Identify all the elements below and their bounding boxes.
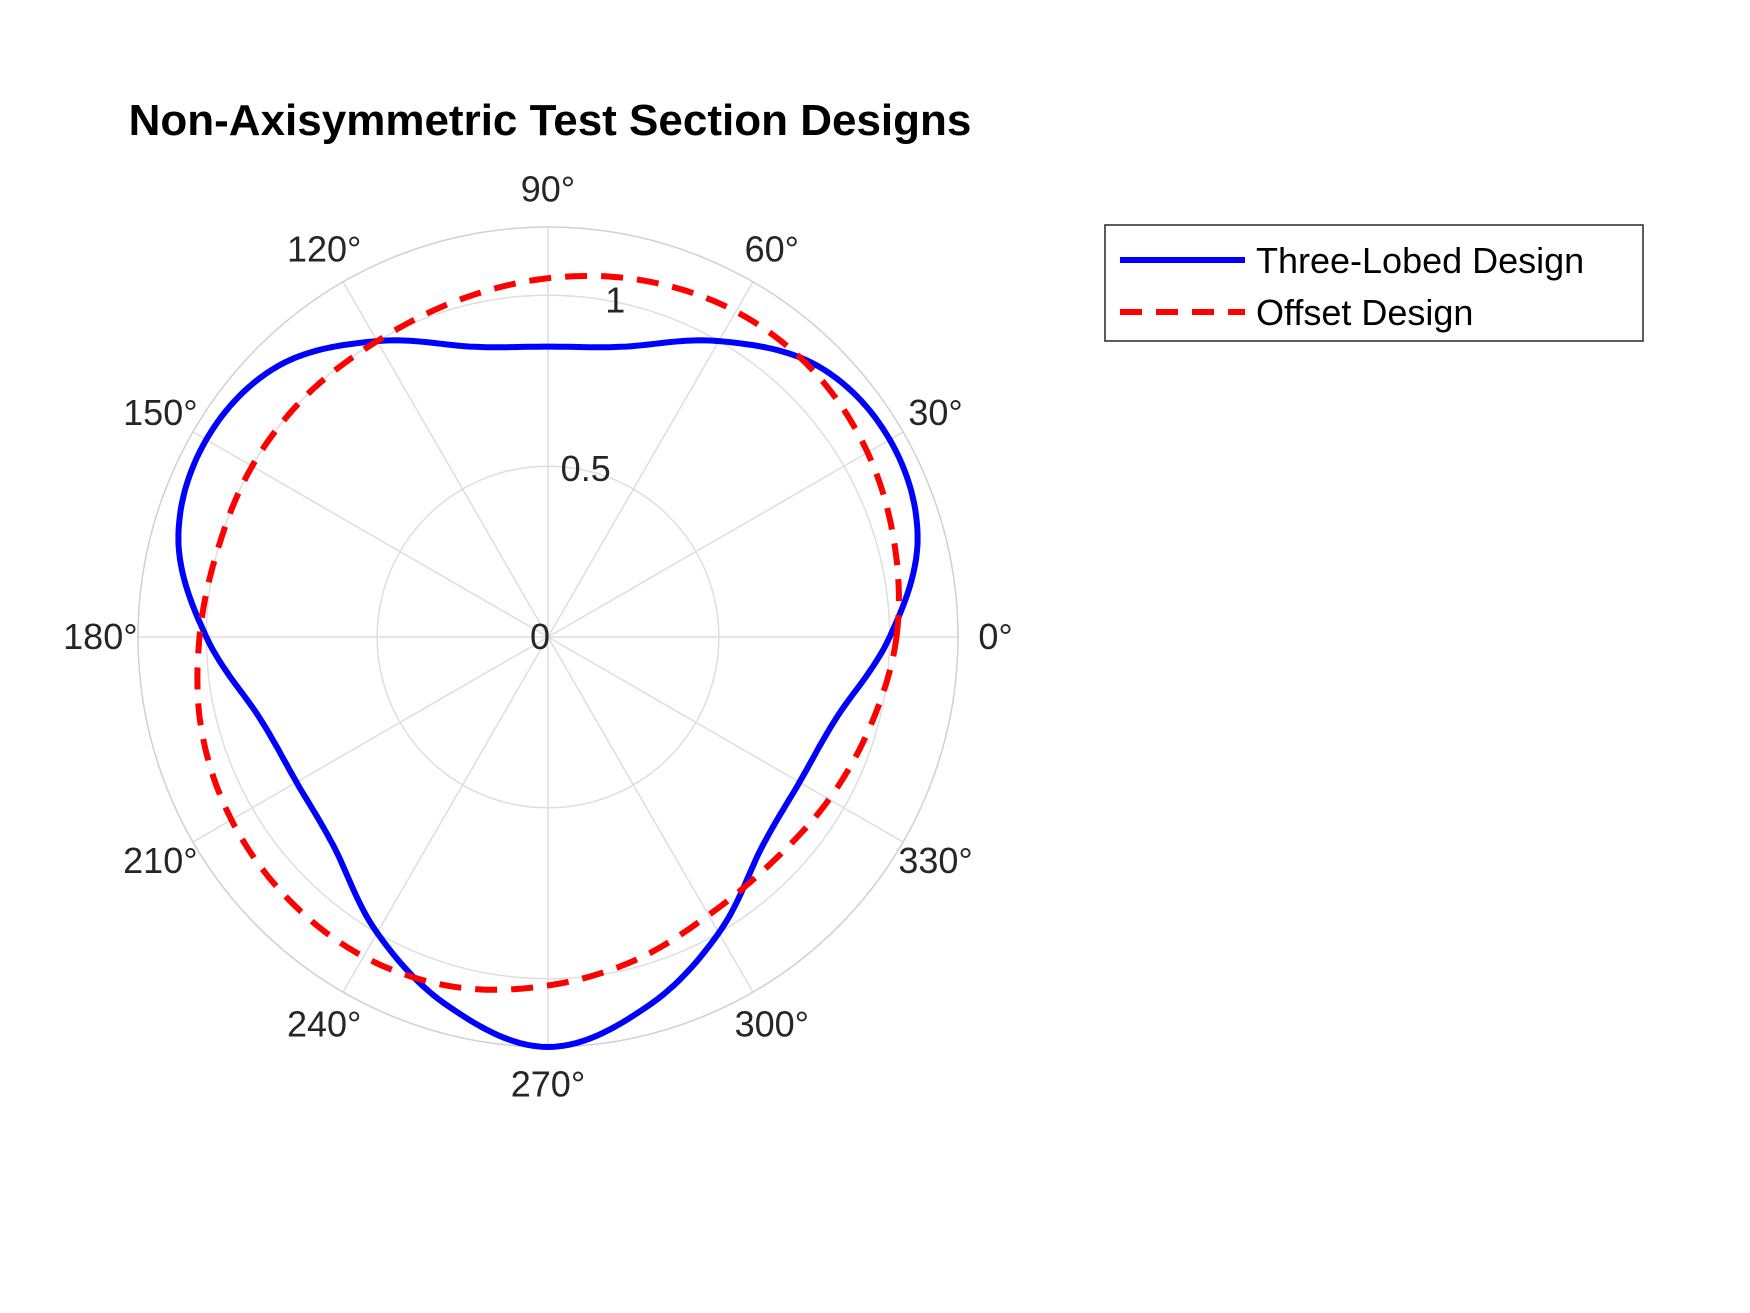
theta-tick-label-150: 150° [123, 392, 197, 433]
theta-tick-label-270: 270° [511, 1064, 585, 1105]
theta-tick-label-300: 300° [735, 1004, 809, 1045]
theta-tick-label-30: 30° [908, 392, 962, 433]
theta-tick-label-0: 0° [978, 616, 1012, 657]
series-line-three-lobed [175, 337, 921, 1050]
r-tick-label-1: 0.5 [561, 448, 611, 489]
r-tick-label-2: 1 [605, 280, 625, 321]
series-line-offset [194, 273, 902, 993]
series-layer [175, 273, 921, 1050]
legend-label-three-lobed: Three-Lobed Design [1256, 240, 1584, 281]
legend-box [1104, 224, 1644, 342]
theta-tick-label-180: 180° [63, 616, 137, 657]
legend-label-offset: Offset Design [1256, 292, 1473, 333]
theta-tick-label-60: 60° [745, 228, 799, 269]
r-tick-label-0: 0 [530, 616, 550, 657]
theta-tick-label-90: 90° [521, 168, 575, 209]
theta-tick-label-240: 240° [287, 1004, 361, 1045]
theta-tick-label-210: 210° [123, 840, 197, 881]
legend: Three-Lobed Design Offset Design [1104, 224, 1644, 342]
r-gridline-1 [376, 465, 720, 809]
theta-tick-label-120: 120° [287, 228, 361, 269]
theta-tick-label-330: 330° [898, 840, 972, 881]
chart-title: Non-Axisymmetric Test Section Designs [129, 96, 972, 145]
tick-labels: 0° 30° 60° 90° 120° 150° 180° 210° 240° 270° 300° 3… [63, 168, 1013, 1104]
